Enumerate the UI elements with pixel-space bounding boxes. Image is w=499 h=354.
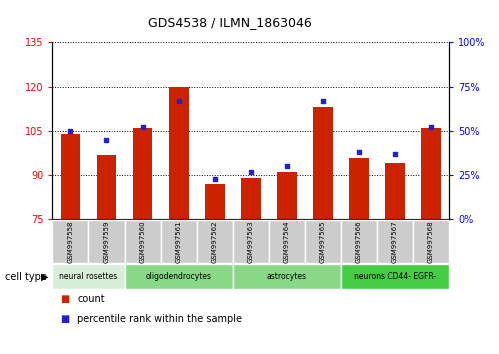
Text: neural rosettes: neural rosettes: [59, 272, 118, 281]
Bar: [52, 264, 125, 289]
Text: cell type: cell type: [5, 272, 47, 282]
Text: count: count: [77, 294, 105, 304]
Bar: [88, 220, 125, 263]
Bar: [233, 264, 341, 289]
Point: [391, 151, 399, 157]
Point: [102, 137, 110, 143]
Text: neurons CD44- EGFR-: neurons CD44- EGFR-: [354, 272, 436, 281]
Bar: [305, 220, 341, 263]
Bar: [52, 220, 88, 263]
Text: GSM997559: GSM997559: [103, 220, 109, 263]
Bar: [161, 220, 197, 263]
Point: [247, 169, 254, 175]
Bar: [413, 220, 449, 263]
Text: GSM997565: GSM997565: [320, 220, 326, 263]
Point: [211, 176, 219, 182]
Bar: [377, 220, 413, 263]
Bar: [313, 107, 333, 219]
Point: [355, 149, 363, 155]
Text: ▶: ▶: [41, 272, 49, 282]
Point: [66, 128, 74, 134]
Point: [283, 164, 291, 169]
Text: oligodendrocytes: oligodendrocytes: [146, 272, 212, 281]
Text: GSM997566: GSM997566: [356, 220, 362, 263]
Bar: [341, 220, 377, 263]
Text: percentile rank within the sample: percentile rank within the sample: [77, 314, 243, 324]
Bar: [169, 87, 189, 219]
Bar: [349, 158, 369, 219]
Text: GSM997567: GSM997567: [392, 220, 398, 263]
Point: [319, 98, 327, 104]
Text: GSM997562: GSM997562: [212, 220, 218, 263]
Text: ■: ■: [60, 314, 69, 324]
Bar: [421, 128, 441, 219]
Bar: [341, 264, 449, 289]
Text: GSM997564: GSM997564: [284, 220, 290, 263]
Bar: [97, 155, 116, 219]
Bar: [125, 264, 233, 289]
Text: ■: ■: [60, 294, 69, 304]
Bar: [385, 164, 405, 219]
Bar: [197, 220, 233, 263]
Bar: [233, 220, 269, 263]
Bar: [277, 172, 297, 219]
Point: [427, 125, 435, 130]
Bar: [133, 128, 153, 219]
Text: GSM997563: GSM997563: [248, 220, 254, 263]
Bar: [269, 220, 305, 263]
Text: astrocytes: astrocytes: [267, 272, 307, 281]
Bar: [205, 184, 225, 219]
Text: GSM997568: GSM997568: [428, 220, 434, 263]
Bar: [60, 134, 80, 219]
Point: [139, 125, 147, 130]
Point: [175, 98, 183, 104]
Text: GSM997560: GSM997560: [140, 220, 146, 263]
Text: GSM997558: GSM997558: [67, 220, 73, 263]
Bar: [241, 178, 260, 219]
Text: GSM997561: GSM997561: [176, 220, 182, 263]
Bar: [125, 220, 161, 263]
Text: GDS4538 / ILMN_1863046: GDS4538 / ILMN_1863046: [148, 16, 311, 29]
